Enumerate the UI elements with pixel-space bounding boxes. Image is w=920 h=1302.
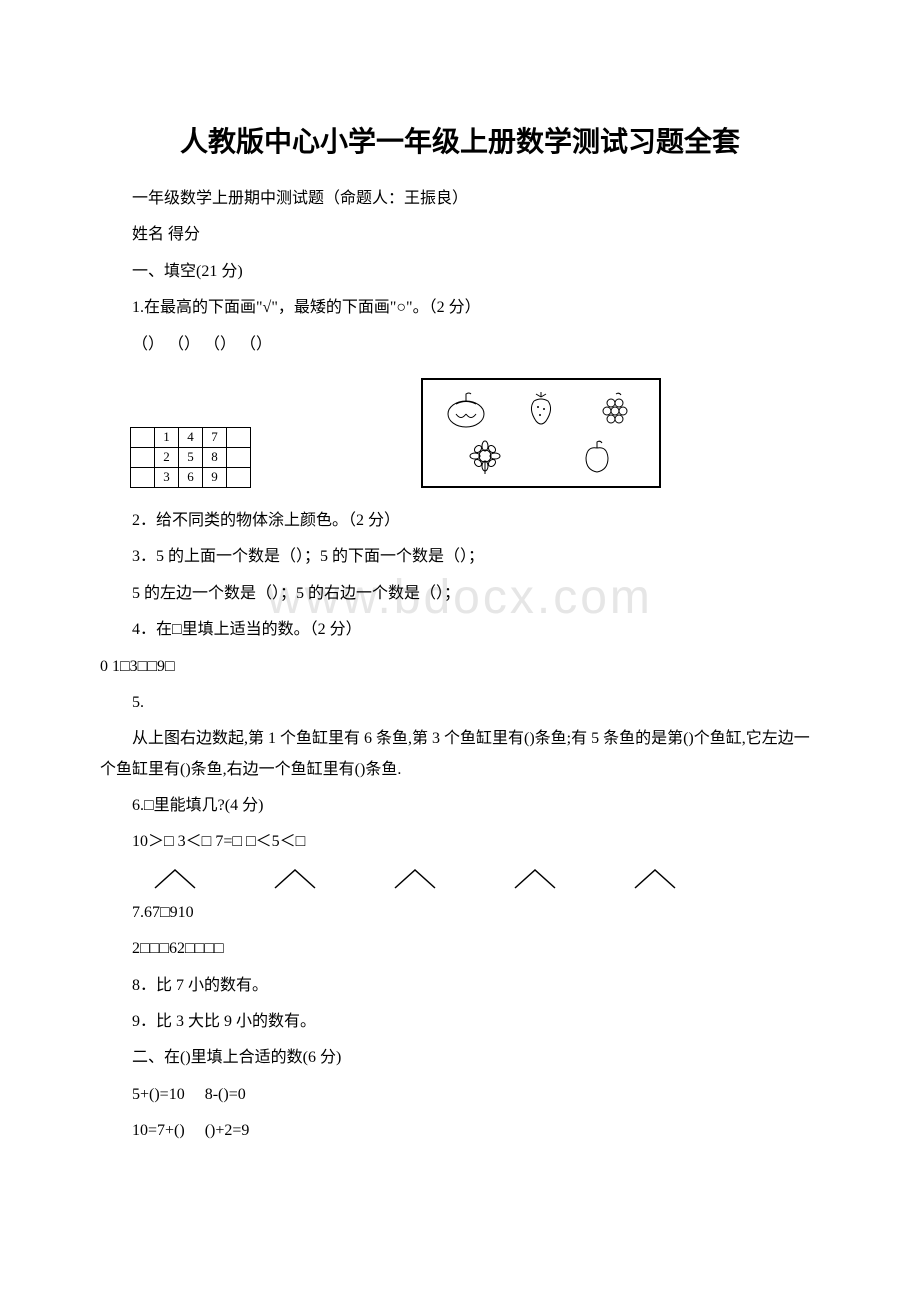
- table-cell: 5: [179, 447, 203, 467]
- table-cell: [131, 427, 155, 447]
- table-cell: 3: [155, 467, 179, 487]
- section2-header: 二、在()里填上合适的数(6 分): [100, 1043, 820, 1073]
- question-5-label: 5.: [100, 688, 820, 718]
- question-7: 7.67□910: [100, 898, 820, 928]
- table-cell: [227, 427, 251, 447]
- pumpkin-icon: [436, 388, 496, 430]
- grapes-icon: [586, 388, 646, 430]
- table-cell: 4: [179, 427, 203, 447]
- table-row: 1 4 7: [131, 427, 251, 447]
- question-3a: 3．5 的上面一个数是（）；5 的下面一个数是（）；: [100, 542, 820, 572]
- question-4: 4．在□里填上适当的数。（2 分）: [100, 615, 820, 645]
- question-9: 9．比 3 大比 9 小的数有。: [100, 1007, 820, 1037]
- question-2: 2．给不同类的物体涂上颜色。（2 分）: [100, 506, 820, 536]
- section1-header: 一、填空(21 分): [100, 257, 820, 287]
- figures-row: 1 4 7 2 5 8 3 6 9: [130, 378, 820, 488]
- apple-icon: [567, 435, 627, 477]
- question-1-parens: （） （） （） （）: [100, 330, 820, 360]
- question-7b: 2□□□62□□□□: [100, 934, 820, 964]
- table-cell: 7: [203, 427, 227, 447]
- angle-icon: [510, 866, 560, 890]
- subtitle-line: 一年级数学上册期中测试题（命题人：王振良）: [100, 184, 820, 214]
- question-8: 8．比 7 小的数有。: [100, 971, 820, 1001]
- table-cell: [227, 467, 251, 487]
- name-score-line: 姓名 得分: [100, 220, 820, 250]
- table-row: 3 6 9: [131, 467, 251, 487]
- table-row: 2 5 8: [131, 447, 251, 467]
- angles-row: [150, 866, 820, 890]
- question-1: 1.在最高的下面画"√"，最矮的下面画"○"。（2 分）: [100, 293, 820, 323]
- strawberry-icon: [511, 388, 571, 430]
- question-3b: 5 的左边一个数是（）；5 的右边一个数是（）；: [100, 579, 820, 609]
- table-cell: 9: [203, 467, 227, 487]
- table-cell: 2: [155, 447, 179, 467]
- angle-icon: [630, 866, 680, 890]
- table-cell: [131, 467, 155, 487]
- fruit-illustration-box: [421, 378, 661, 488]
- section2-line2: 10=7+() ()+2=9: [100, 1116, 820, 1146]
- question-5-text: 从上图右边数起,第 1 个鱼缸里有 6 条鱼,第 3 个鱼缸里有()条鱼;有 5…: [100, 724, 820, 785]
- table-cell: [227, 447, 251, 467]
- table-cell: 8: [203, 447, 227, 467]
- angle-icon: [270, 866, 320, 890]
- sunflower-icon: [455, 435, 515, 477]
- question-4-seq: 0 1□3□□9□: [100, 652, 820, 682]
- question-6-line: 10＞□ 3＜□ 7=□ □＜5＜□: [100, 827, 820, 857]
- page-title: 人教版中心小学一年级上册数学测试习题全套: [100, 120, 820, 160]
- angle-icon: [150, 866, 200, 890]
- angle-icon: [390, 866, 440, 890]
- document-content: 人教版中心小学一年级上册数学测试习题全套 一年级数学上册期中测试题（命题人：王振…: [100, 120, 820, 1147]
- number-grid-table: 1 4 7 2 5 8 3 6 9: [130, 427, 251, 488]
- table-cell: 6: [179, 467, 203, 487]
- table-cell: 1: [155, 427, 179, 447]
- question-6: 6.□里能填几?(4 分): [100, 791, 820, 821]
- section2-line1: 5+()=10 8-()=0: [100, 1080, 820, 1110]
- table-cell: [131, 447, 155, 467]
